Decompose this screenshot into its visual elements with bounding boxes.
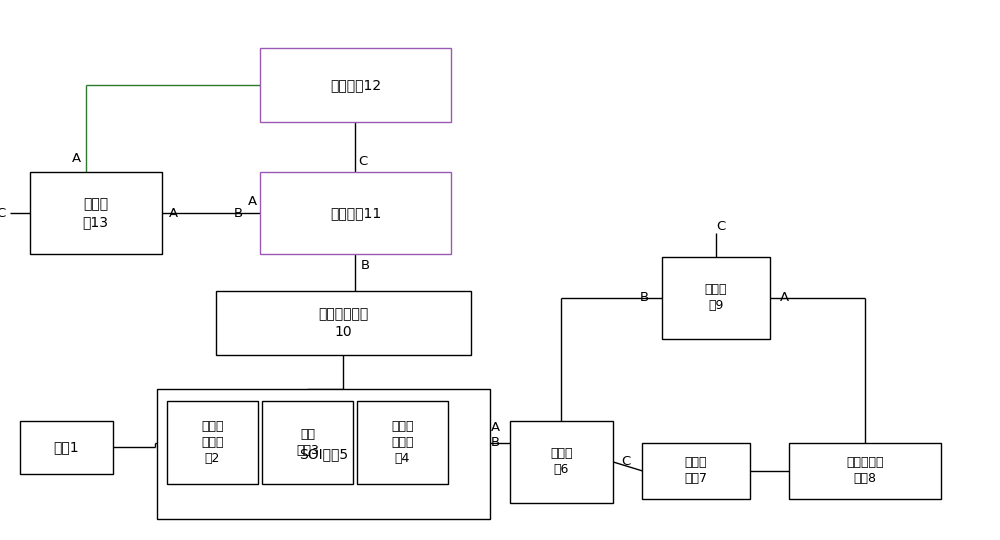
Text: 光纤延
时线7: 光纤延 时线7	[685, 456, 708, 485]
Bar	[642, 443, 750, 498]
Text: C: C	[716, 220, 725, 233]
Text: A: A	[247, 195, 257, 208]
Text: C: C	[359, 155, 368, 168]
Text: B: B	[491, 436, 500, 449]
Text: 锗调
制器3: 锗调 制器3	[296, 428, 319, 457]
Text: A: A	[72, 152, 81, 165]
Text: 电带通滤波器
10: 电带通滤波器 10	[318, 307, 368, 339]
Text: 电环形器11: 电环形器11	[330, 206, 381, 220]
Bar	[20, 421, 113, 474]
Text: A: A	[780, 291, 789, 304]
Bar	[157, 389, 490, 519]
Bar	[30, 172, 162, 254]
Bar	[789, 443, 941, 498]
Text: C: C	[0, 207, 5, 220]
Text: SOI晶圆5: SOI晶圆5	[299, 447, 348, 461]
Text: 掺铒光纤放
大器8: 掺铒光纤放 大器8	[846, 456, 884, 485]
Text: 光耦合
器9: 光耦合 器9	[704, 284, 727, 312]
Text: B: B	[234, 207, 243, 220]
Text: C: C	[621, 455, 630, 468]
Text: 输出模
斑变换
器4: 输出模 斑变换 器4	[391, 420, 414, 465]
Bar	[167, 401, 258, 484]
Bar	[357, 401, 448, 484]
Bar	[260, 48, 451, 122]
Text: 光环行
器6: 光环行 器6	[550, 447, 572, 476]
Text: A: A	[169, 207, 178, 220]
Bar	[662, 256, 770, 339]
Text: 输入模
斑变换
器2: 输入模 斑变换 器2	[201, 420, 224, 465]
Text: B: B	[361, 259, 370, 272]
Text: 光源1: 光源1	[54, 440, 79, 454]
Text: B: B	[639, 291, 649, 304]
Text: 电放大器12: 电放大器12	[330, 78, 381, 92]
Bar	[262, 401, 353, 484]
Bar	[260, 172, 451, 254]
Bar	[510, 421, 613, 503]
Bar	[216, 291, 471, 355]
Text: A: A	[491, 421, 500, 434]
Text: 电耦合
器13: 电耦合 器13	[83, 198, 109, 229]
